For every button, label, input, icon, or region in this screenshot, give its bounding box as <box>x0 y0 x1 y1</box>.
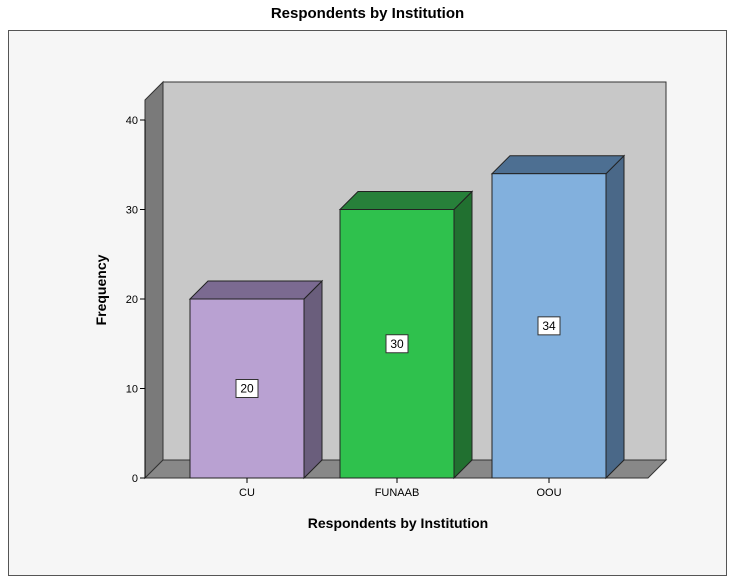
x-tick-label: FUNAAB <box>375 487 420 499</box>
x-axis-title: Respondents by Institution <box>308 515 488 531</box>
data-label-box <box>537 316 561 336</box>
x-tick-label: OOU <box>536 487 561 499</box>
chart-title: Respondents by Institution <box>270 5 465 22</box>
data-label: 30 <box>390 337 404 351</box>
side-wall <box>144 80 164 480</box>
bar-top <box>338 191 474 210</box>
data-label-box <box>385 334 409 354</box>
bar-side <box>453 190 473 480</box>
bar-top <box>490 155 626 175</box>
y-axis-title: Frequency <box>93 254 109 325</box>
bar-side <box>605 154 625 480</box>
data-label-box <box>235 379 259 398</box>
x-axis: CU FUNAAB OOU <box>239 478 562 499</box>
bar-funaab: 30 <box>338 190 474 480</box>
bar-cu: 20 <box>188 279 324 480</box>
bar-top <box>188 280 324 300</box>
y-tick-label: 20 <box>126 294 138 306</box>
y-tick-label: 30 <box>126 205 138 217</box>
bars: 20 30 34 <box>188 154 626 480</box>
bar-oou: 34 <box>490 154 626 480</box>
bar-side <box>303 279 323 480</box>
y-tick-label: 0 <box>132 473 138 485</box>
x-tick-label: CU <box>239 487 255 499</box>
data-label: 34 <box>542 319 556 333</box>
y-axis: 0 10 20 30 40 <box>126 115 146 485</box>
y-tick-label: 10 <box>126 384 138 396</box>
y-tick-label: 40 <box>126 115 138 127</box>
data-label: 20 <box>240 382 254 396</box>
